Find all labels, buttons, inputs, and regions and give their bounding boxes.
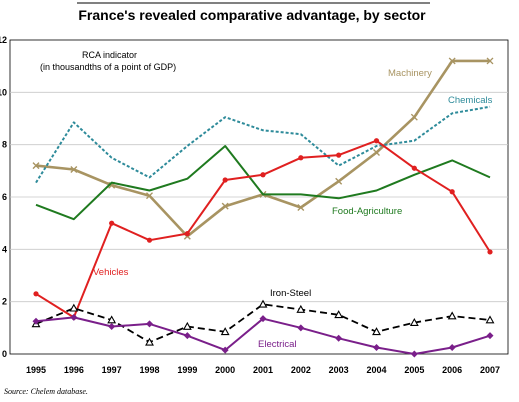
x-tick-label-1997: 1997 [102, 365, 122, 375]
point-iron-steel-2002 [296, 304, 306, 313]
point-machinery-1998 [146, 192, 153, 200]
y-tick-label-8: 8 [2, 140, 7, 150]
x-tick-label-1995: 1995 [26, 365, 46, 375]
point-electrical-2006 [448, 343, 456, 351]
series-food-agriculture [35, 145, 491, 221]
series-line-food-agriculture [35, 145, 491, 221]
x-tick-label-2007: 2007 [480, 365, 500, 375]
x-tick-label-2003: 2003 [329, 365, 349, 375]
x-tick-label-1998: 1998 [139, 365, 159, 375]
x-tick-label-2001: 2001 [253, 365, 273, 375]
point-iron-steel-1998 [145, 337, 154, 346]
source-note: Source: Chelem database. [4, 387, 88, 396]
x-tick-label-1996: 1996 [64, 365, 84, 375]
point-machinery-2002 [297, 203, 305, 211]
point-machinery-2000 [221, 202, 229, 210]
point-machinery-2006 [448, 57, 456, 65]
point-vehicles-2001 [260, 172, 266, 178]
y-tick-label-12: 12 [0, 35, 7, 45]
point-electrical-1996 [70, 313, 78, 321]
point-machinery-2004 [373, 149, 380, 157]
x-tick-label-2006: 2006 [442, 365, 462, 375]
point-iron-steel-2004 [372, 327, 381, 336]
y-tick-label-6: 6 [2, 192, 7, 202]
series-label-iron-steel: Iron-Steel [270, 288, 311, 299]
point-iron-steel-2007 [485, 315, 495, 324]
x-tick-label-2000: 2000 [215, 365, 235, 375]
series-machinery [32, 57, 494, 240]
series-line-vehicles [35, 139, 491, 319]
point-electrical-2002 [297, 324, 305, 332]
x-tick-label-2002: 2002 [291, 365, 311, 375]
point-vehicles-1995 [33, 291, 39, 297]
point-machinery-2003 [335, 177, 343, 185]
point-iron-steel-1996 [69, 303, 79, 312]
y-tick-label-10: 10 [0, 87, 7, 97]
series-label-electrical: Electrical [258, 339, 297, 350]
point-electrical-2007 [486, 332, 494, 340]
series-vehicles [33, 138, 493, 320]
point-machinery-2007 [486, 57, 494, 65]
point-electrical-1995 [32, 317, 40, 325]
point-iron-steel-1999 [182, 321, 192, 330]
point-vehicles-2003 [336, 152, 342, 158]
series-label-vehicles: Vehicles [93, 267, 129, 278]
point-electrical-2003 [335, 334, 343, 342]
point-vehicles-2006 [449, 189, 455, 195]
x-tick-label-2005: 2005 [404, 365, 424, 375]
point-iron-steel-2000 [220, 327, 230, 336]
point-vehicles-1997 [109, 220, 115, 226]
point-iron-steel-2006 [447, 311, 457, 320]
series-chemicals [35, 105, 491, 184]
y-tick-label-4: 4 [2, 244, 7, 254]
point-electrical-2001 [259, 315, 267, 323]
y-tick-label-0: 0 [2, 349, 7, 359]
series-label-food-agriculture: Food-Agriculture [332, 206, 402, 217]
x-ticks: 1995 1996 1997 1998 1999 2000 2001 2002 2003 2004… [26, 365, 500, 375]
series-line-iron-steel [35, 303, 491, 344]
series-line-chemicals [35, 105, 491, 184]
rca-annotation-line-2: (in thousandths of a point of GDP) [40, 62, 176, 72]
point-iron-steel-2001 [258, 299, 268, 308]
point-electrical-2004 [373, 343, 380, 351]
point-electrical-2005 [410, 350, 418, 358]
point-iron-steel-2003 [334, 310, 344, 319]
point-machinery-2005 [410, 113, 418, 121]
series-lines [31, 57, 495, 358]
series-label-chemicals: Chemicals [448, 95, 493, 106]
point-electrical-1998 [146, 320, 153, 328]
point-vehicles-1999 [184, 231, 190, 237]
y-ticks: 0 2 4 6 8 10 12 [0, 35, 7, 359]
point-machinery-1995 [32, 162, 40, 170]
point-vehicles-2002 [298, 155, 304, 161]
point-vehicles-1998 [146, 237, 153, 243]
y-tick-label-2: 2 [2, 297, 7, 307]
x-tick-label-1999: 1999 [177, 365, 197, 375]
point-iron-steel-1997 [107, 315, 117, 324]
series-labels: Machinery Chemicals Food-Agriculture Vehicl… [93, 68, 493, 350]
point-electrical-1999 [183, 332, 191, 340]
point-vehicles-2004 [373, 138, 380, 144]
point-electrical-1997 [108, 323, 116, 331]
point-vehicles-2007 [487, 249, 493, 255]
point-iron-steel-2005 [409, 317, 419, 326]
series-line-machinery [35, 59, 490, 238]
series-electrical [32, 313, 494, 358]
point-machinery-1996 [70, 166, 78, 174]
chart-title: France's revealed comparative advantage,… [78, 7, 426, 23]
point-vehicles-2000 [222, 177, 228, 183]
series-label-machinery: Machinery [388, 68, 432, 79]
point-electrical-2000 [221, 346, 229, 354]
x-tick-label-2004: 2004 [366, 365, 386, 375]
rca-annotation-line-1: RCA indicator [82, 50, 137, 60]
point-vehicles-2005 [411, 165, 417, 171]
grid-lines [10, 91, 508, 303]
